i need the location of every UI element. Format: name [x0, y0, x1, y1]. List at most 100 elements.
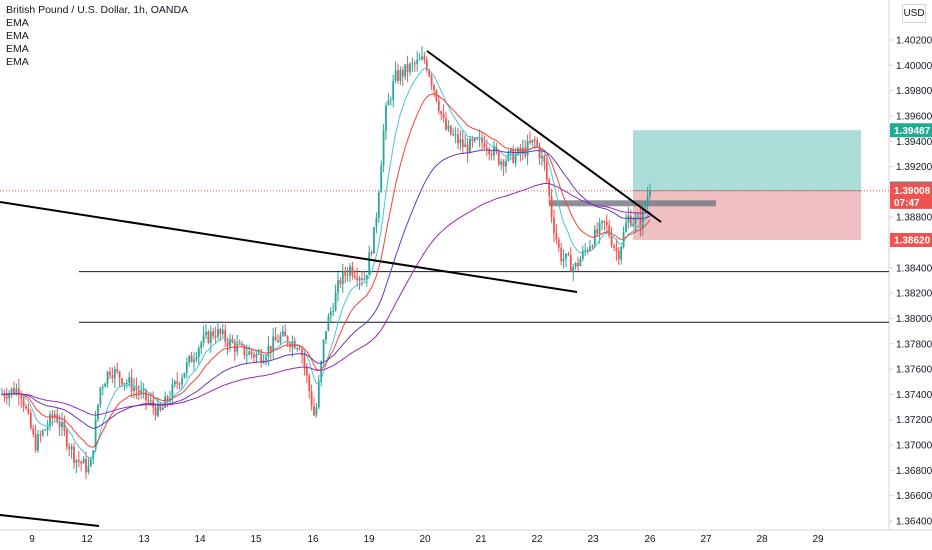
- candle-body: [8, 392, 11, 399]
- time-tick-label: 9: [29, 534, 35, 545]
- candle-body: [248, 351, 251, 355]
- candle-body: [404, 64, 407, 77]
- candle-body: [15, 388, 18, 395]
- candle-body: [178, 383, 181, 385]
- candle-body: [339, 280, 342, 285]
- candle-body: [385, 105, 387, 131]
- candle-body: [452, 134, 455, 136]
- candle-body: [507, 151, 510, 161]
- candle-body: [173, 381, 176, 385]
- target-zone: [633, 130, 861, 191]
- candle-body: [298, 348, 301, 350]
- candle-body: [99, 387, 102, 405]
- candle-body: [394, 70, 397, 81]
- candle-body: [639, 216, 642, 229]
- candle-body: [77, 459, 80, 462]
- candle-body: [541, 155, 543, 159]
- candle-body: [373, 227, 375, 254]
- candle-body: [478, 137, 481, 140]
- candle-body: [584, 249, 587, 251]
- time-tick-label: 19: [363, 534, 375, 545]
- candle-body: [284, 331, 287, 337]
- candle-body: [5, 396, 8, 399]
- candle-body: [421, 56, 423, 60]
- candle-body: [89, 458, 92, 467]
- price-tick-label: 1.38800: [896, 213, 932, 224]
- price-axis[interactable]: 1.40200 1.40000 1.39800 1.39600 1.39400 1.392…: [889, 36, 932, 528]
- ema-legend-3[interactable]: EMA: [6, 43, 29, 55]
- ema-legend-2[interactable]: EMA: [6, 30, 29, 42]
- candle-body: [399, 69, 402, 81]
- candle-body: [476, 138, 479, 140]
- candle-body: [310, 390, 313, 407]
- candle-body: [17, 388, 20, 396]
- ema-legend-4[interactable]: EMA: [6, 56, 29, 68]
- candle-body: [346, 275, 349, 277]
- candle-body: [154, 407, 157, 416]
- candle-body: [145, 389, 147, 401]
- candle-body: [80, 461, 83, 464]
- candle-body: [255, 354, 258, 358]
- candle-body: [610, 236, 613, 246]
- ema-legend-1[interactable]: EMA: [6, 17, 29, 29]
- candle-body: [101, 386, 104, 388]
- candle-body: [572, 266, 575, 272]
- candle-body: [188, 355, 191, 363]
- candle-body: [411, 63, 414, 65]
- candle-body: [296, 348, 299, 350]
- time-axis[interactable]: 9 12 13 14 15 16 19 20 21 22 23 26 27 28 29: [29, 534, 824, 545]
- candle-body: [327, 316, 330, 332]
- candle-body: [459, 139, 462, 144]
- ema-slowest-line: [1, 183, 651, 416]
- candle-body: [416, 59, 419, 65]
- time-tick-label: 23: [587, 534, 599, 545]
- time-tick-label: 21: [475, 534, 487, 545]
- candle-body: [361, 278, 363, 280]
- candle-body: [10, 388, 13, 393]
- candle-body: [219, 329, 222, 334]
- candle-body: [358, 278, 361, 281]
- candle-body: [149, 400, 152, 402]
- candle-body: [308, 375, 311, 391]
- candle-body: [279, 335, 282, 343]
- candle-body: [629, 215, 632, 226]
- candle-body: [322, 339, 325, 362]
- currency-label[interactable]: USD: [902, 4, 926, 23]
- candle-body: [53, 414, 56, 418]
- candle-body: [469, 138, 471, 153]
- candle-body: [58, 422, 61, 428]
- candle-body: [214, 336, 217, 338]
- candle-body: [351, 266, 354, 276]
- time-tick-label: 14: [194, 534, 206, 545]
- candle-body: [536, 140, 539, 146]
- candle-body: [133, 387, 135, 392]
- candle-body: [159, 403, 162, 410]
- symbol-title[interactable]: British Pound / U.S. Dollar, 1h, OANDA: [6, 4, 189, 16]
- candle-body: [581, 250, 584, 259]
- candle-body: [94, 419, 97, 451]
- candle-body: [562, 258, 565, 262]
- candle-body: [531, 139, 534, 143]
- candle-body: [118, 371, 121, 379]
- ema-fast-line: [1, 67, 651, 459]
- candle-body: [596, 229, 599, 234]
- candle-body: [464, 144, 467, 148]
- candle-body: [425, 59, 428, 71]
- candle-body: [267, 345, 270, 358]
- resistance-band: [549, 200, 716, 207]
- candle-body: [3, 393, 6, 397]
- candle-body: [577, 262, 579, 266]
- trendlines[interactable]: [0, 50, 662, 527]
- candle-body: [157, 403, 159, 416]
- candle-body: [401, 69, 404, 77]
- candle-body: [603, 221, 606, 223]
- candle-body: [382, 130, 385, 166]
- candle-body: [392, 80, 395, 100]
- candle-body: [505, 160, 507, 167]
- candle-body: [281, 331, 284, 336]
- candle-body: [493, 146, 495, 156]
- candle-body: [56, 414, 59, 423]
- candle-body: [437, 100, 440, 112]
